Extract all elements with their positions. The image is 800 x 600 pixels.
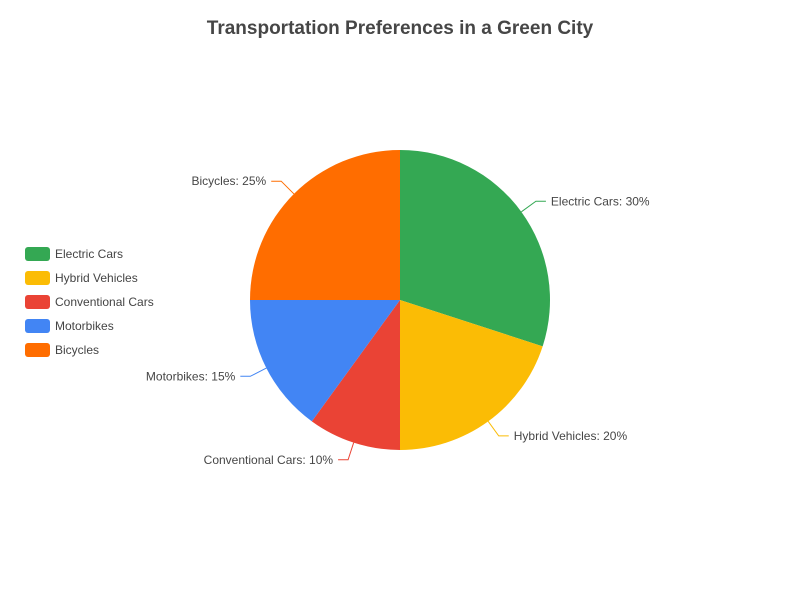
label-leader-lines bbox=[240, 180, 546, 461]
legend-label: Motorbikes bbox=[55, 319, 114, 333]
legend-swatch-electric-cars bbox=[25, 247, 50, 261]
legend-label: Bicycles bbox=[55, 343, 100, 357]
leader-line-conventional-cars bbox=[338, 442, 355, 461]
chart-title: Transportation Preferences in a Green Ci… bbox=[206, 18, 594, 39]
legend-swatch-hybrid-vehicles bbox=[25, 271, 50, 285]
legend-item-electric-cars[interactable]: Electric Cars bbox=[25, 242, 154, 266]
legend-item-conventional-cars[interactable]: Conventional Cars bbox=[25, 290, 154, 314]
slice-labels: Electric Cars: 30% Hybrid Vehicles: 20% Co… bbox=[146, 174, 650, 467]
legend-swatch-bicycles bbox=[25, 343, 50, 357]
slice-label-bicycles: Bicycles: 25% bbox=[192, 174, 267, 188]
leader-line-bicycles bbox=[271, 180, 295, 195]
pie-slice-motorbikes[interactable] bbox=[250, 300, 400, 422]
legend-item-bicycles[interactable]: Bicycles bbox=[25, 338, 154, 362]
legend-item-hybrid-vehicles[interactable]: Hybrid Vehicles bbox=[25, 266, 154, 290]
leader-line-hybrid-vehicles bbox=[487, 421, 509, 437]
slice-label-motorbikes: Motorbikes: 15% bbox=[146, 369, 236, 383]
leader-line-motorbikes bbox=[240, 367, 267, 377]
leader-line-electric-cars bbox=[521, 200, 546, 213]
legend-label: Hybrid Vehicles bbox=[55, 271, 138, 285]
pie-slices bbox=[250, 150, 550, 450]
slice-label-electric-cars: Electric Cars: 30% bbox=[551, 194, 650, 208]
legend-item-motorbikes[interactable]: Motorbikes bbox=[25, 314, 154, 338]
pie-slice-conventional-cars[interactable] bbox=[311, 300, 400, 450]
slice-label-hybrid-vehicles: Hybrid Vehicles: 20% bbox=[514, 429, 628, 443]
legend-swatch-conventional-cars bbox=[25, 295, 50, 309]
legend: Electric Cars Hybrid Vehicles Convention… bbox=[25, 242, 154, 362]
pie-slice-bicycles[interactable] bbox=[250, 150, 400, 300]
legend-swatch-motorbikes bbox=[25, 319, 50, 333]
legend-label: Conventional Cars bbox=[55, 295, 154, 309]
legend-label: Electric Cars bbox=[55, 247, 124, 261]
pie-slice-electric-cars[interactable] bbox=[400, 150, 550, 347]
slice-label-conventional-cars: Conventional Cars: 10% bbox=[204, 453, 334, 467]
pie-slice-hybrid-vehicles[interactable] bbox=[400, 300, 543, 450]
